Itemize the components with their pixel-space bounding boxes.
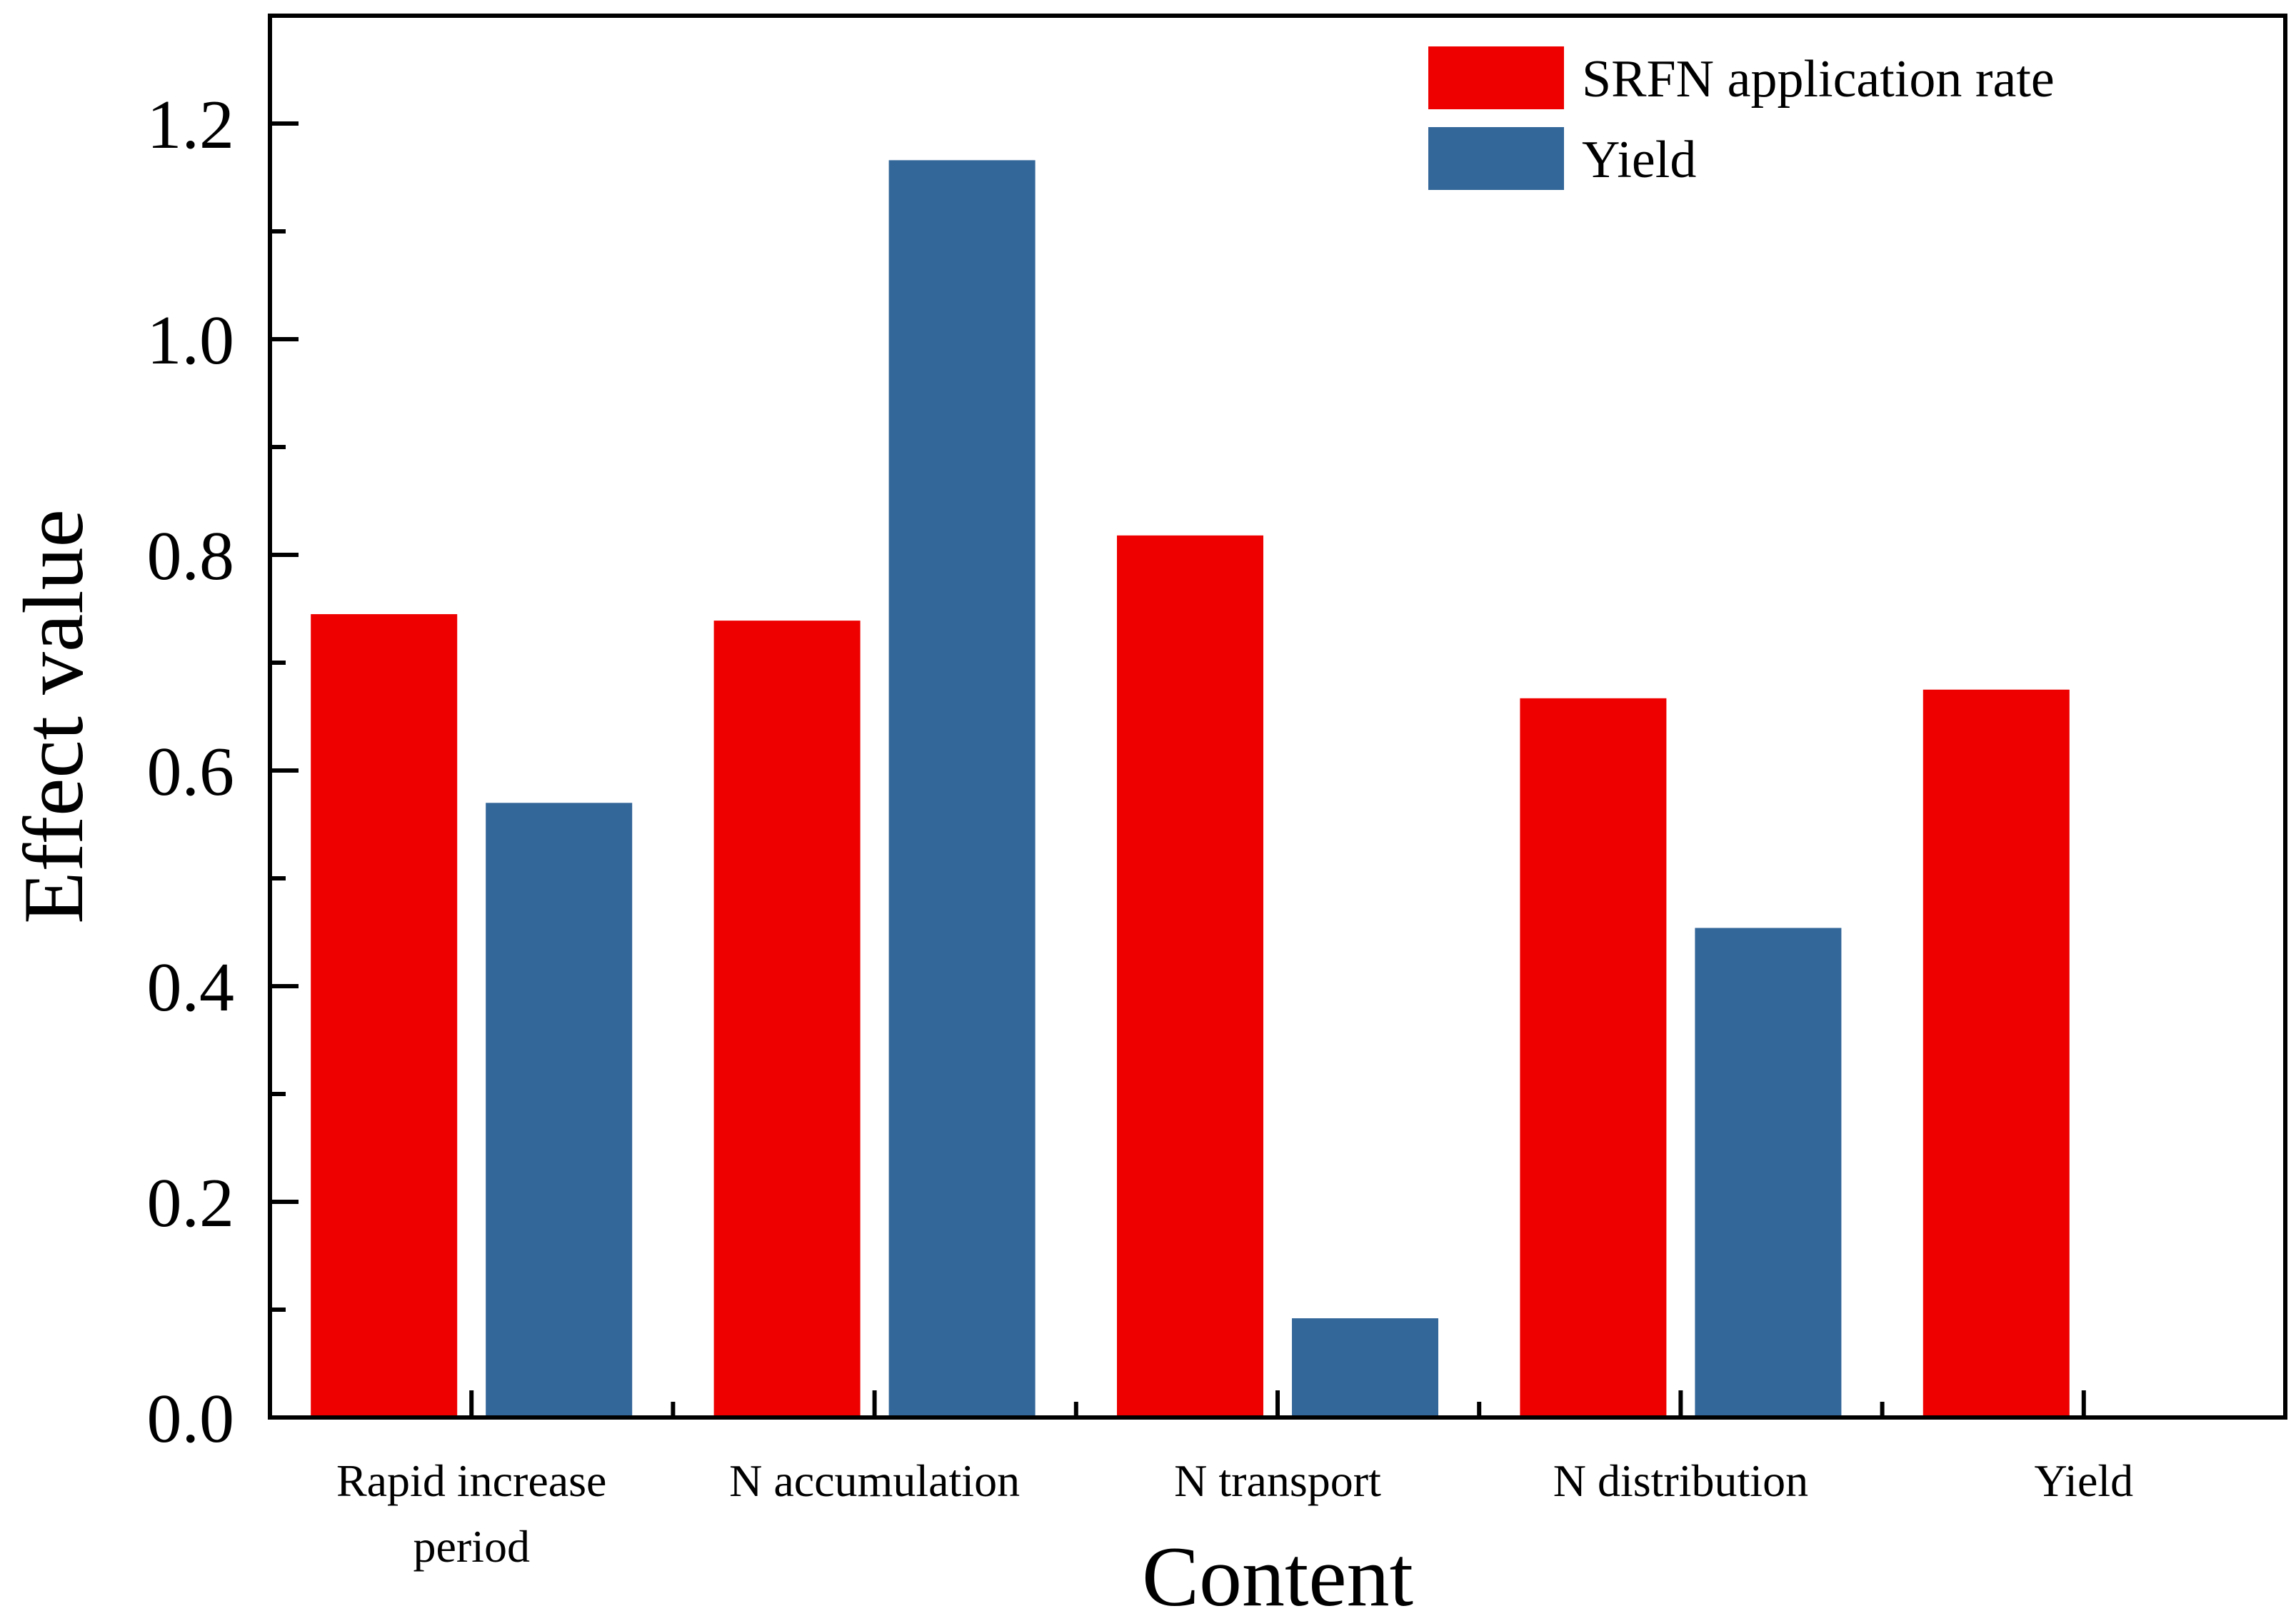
x-tick-label: period — [413, 1521, 530, 1572]
y-axis-title: Effect value — [6, 509, 101, 924]
x-tick-label: Rapid increase — [336, 1455, 607, 1506]
y-tick-label: 0.4 — [147, 949, 235, 1026]
labels-group: Rapid increase period N accumulation N tran… — [147, 86, 2134, 1572]
x-tick-label: N accumulation — [729, 1455, 1020, 1506]
x-tick-label: N distribution — [1553, 1455, 1808, 1506]
bars-group — [311, 160, 2070, 1418]
y-tick-label: 1.2 — [147, 86, 235, 164]
bar-yield-0 — [486, 803, 633, 1417]
bar-srfn-4 — [1922, 689, 2070, 1417]
bar-yield-3 — [1695, 928, 1842, 1417]
legend: SRFN application rate Yield — [1428, 46, 2055, 190]
legend-label-srfn: SRFN application rate — [1582, 50, 2055, 109]
legend-swatch-srfn — [1428, 46, 1564, 109]
bar-srfn-1 — [713, 621, 861, 1417]
legend-swatch-yield — [1428, 127, 1564, 190]
y-tick-label: 0.8 — [147, 518, 235, 595]
bar-yield-2 — [1292, 1318, 1438, 1417]
x-tick-label: N transport — [1174, 1455, 1381, 1506]
y-tick-label: 0.0 — [147, 1380, 235, 1457]
plot-frame — [268, 14, 2287, 1420]
x-tick-label: Yield — [2034, 1455, 2133, 1506]
y-tick-label: 0.6 — [147, 733, 235, 810]
bar-srfn-3 — [1520, 698, 1667, 1417]
bar-srfn-2 — [1117, 535, 1263, 1417]
bar-srfn-0 — [311, 614, 458, 1417]
legend-label-yield: Yield — [1582, 131, 1696, 189]
y-tick-label: 1.0 — [147, 302, 235, 379]
x-axis-title: Content — [1142, 1529, 1413, 1621]
bar-yield-1 — [888, 160, 1036, 1418]
y-tick-label: 0.2 — [147, 1165, 235, 1242]
